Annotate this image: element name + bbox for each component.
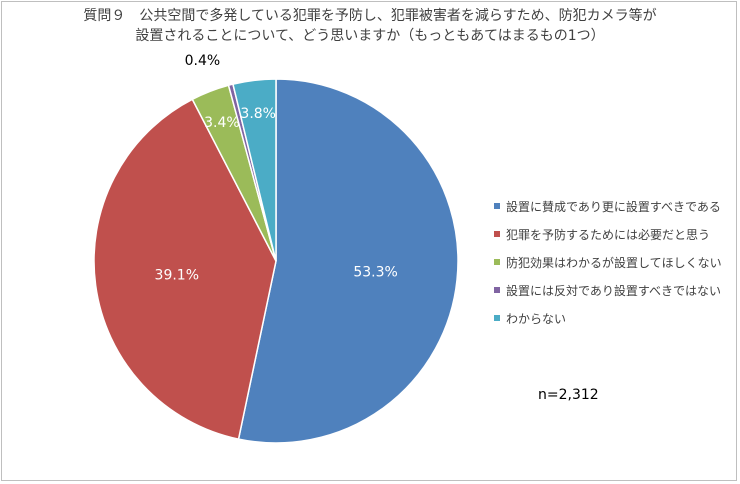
legend-swatch — [494, 231, 500, 237]
pie-slices — [93, 78, 459, 444]
legend-label: 設置には反対であり設置すべきではない — [506, 283, 722, 298]
chart-title: 質問９ 公共空間で多発している犯罪を予防し、犯罪被害者を減らすため、防犯カメラ等… — [30, 6, 710, 46]
legend-label: 防犯効果はわかるが設置してほしくない — [506, 255, 722, 270]
pie-data-labels: 53.3% 39.1% 3.4% 0.4% 3.8% — [155, 53, 398, 284]
legend-label: わからない — [506, 311, 567, 326]
legend-swatch — [494, 259, 500, 265]
pie-slice — [93, 98, 277, 440]
sample-size-note: n=2,312 — [538, 387, 599, 403]
chart-legend: 設置に賛成であり更に設置すべきである 犯罪を予防するためには必要だと思う 防犯効… — [494, 192, 722, 332]
legend-item: 設置には反対であり設置すべきではない — [494, 276, 722, 304]
pie-data-label: 3.4% — [204, 115, 240, 131]
legend-item: 防犯効果はわかるが設置してほしくない — [494, 248, 722, 276]
legend-swatch — [494, 203, 500, 209]
chart-title-line-2: 設置されることについて、どう思いますか（もっともあてはまるもの1つ） — [135, 28, 605, 44]
legend-label: 設置に賛成であり更に設置すべきである — [506, 199, 721, 214]
pie-slice — [232, 78, 277, 262]
legend-label: 犯罪を予防するためには必要だと思う — [506, 227, 711, 242]
legend-swatch — [494, 287, 500, 293]
pie-data-label: 3.8% — [240, 106, 276, 122]
legend-swatch — [494, 315, 500, 321]
pie-slice — [237, 78, 459, 444]
pie-data-label: 0.4% — [185, 53, 221, 69]
pie-data-label: 53.3% — [353, 264, 397, 280]
legend-item: わからない — [494, 304, 722, 332]
legend-item: 犯罪を予防するためには必要だと思う — [494, 220, 722, 248]
legend-item: 設置に賛成であり更に設置すべきである — [494, 192, 722, 220]
chart-title-line-1: 質問９ 公共空間で多発している犯罪を予防し、犯罪被害者を減らすため、防犯カメラ等… — [83, 8, 657, 24]
pie-data-label: 39.1% — [155, 268, 199, 284]
